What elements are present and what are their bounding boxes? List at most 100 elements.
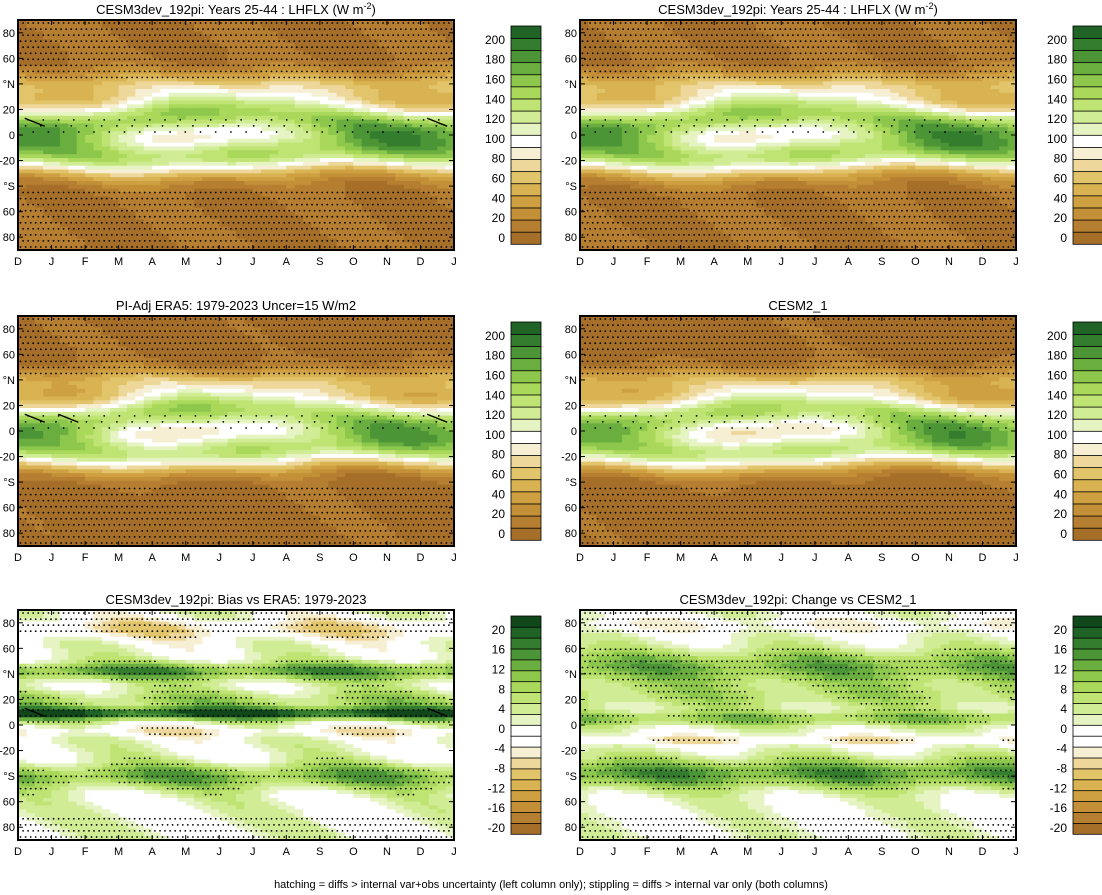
heatmap-cell <box>76 181 86 186</box>
heatmap-cell <box>353 85 363 90</box>
heatmap-cell <box>269 54 279 59</box>
heatmap-cell <box>118 23 128 29</box>
heatmap-cell <box>395 242 405 247</box>
stipple-dot <box>295 22 298 24</box>
heatmap-cell <box>34 192 44 197</box>
heatmap-cell <box>336 227 346 232</box>
heatmap-cell <box>336 35 346 40</box>
heatmap-cell <box>236 23 245 29</box>
heatmap-cell <box>361 81 371 86</box>
heatmap-cell <box>395 181 405 186</box>
stipple-dot <box>80 40 83 43</box>
heatmap-cell <box>152 161 162 167</box>
stipple-dot <box>295 191 298 194</box>
heatmap-cell <box>236 35 245 40</box>
stipple-dot <box>77 46 80 49</box>
stipple-dot <box>77 34 80 36</box>
heatmap-cell <box>370 161 380 167</box>
heatmap-cell <box>252 31 262 36</box>
stipple-dot <box>372 227 374 230</box>
stipple-dot <box>425 234 427 236</box>
heatmap-cell <box>168 161 178 167</box>
panel-title: CESM3dev_192pi: Years 25-44 : LHFLX (W m… <box>96 1 376 17</box>
stipple-dot <box>235 46 237 49</box>
heatmap-cell <box>194 89 204 94</box>
stipple-dot <box>316 215 318 218</box>
heatmap-cell <box>261 58 271 63</box>
heatmap-cell <box>328 165 338 171</box>
stipple-dot <box>138 58 141 61</box>
heatmap-cell <box>370 230 380 236</box>
heatmap-cell <box>328 123 338 128</box>
heatmap-cell <box>127 96 136 102</box>
stipple-dot <box>174 46 177 49</box>
heatmap-cell <box>353 66 363 71</box>
stipple-dot <box>225 191 227 194</box>
stipple-dot <box>80 28 83 30</box>
stipple-dot <box>232 52 235 55</box>
stipple-dot <box>255 70 258 73</box>
heatmap-cell <box>395 108 405 113</box>
stipple-dot <box>369 197 372 200</box>
heatmap-cell <box>370 119 380 125</box>
heatmap-cell <box>26 115 36 121</box>
heatmap-cell <box>68 158 78 163</box>
heatmap-cell <box>361 85 371 90</box>
heatmap-cell <box>76 242 86 247</box>
heatmap-cell <box>110 161 120 167</box>
heatmap-cell <box>311 73 321 79</box>
heatmap-cell <box>177 69 187 75</box>
stipple-dot <box>189 203 192 206</box>
stipple-dot <box>65 52 68 55</box>
stipple-dot <box>159 191 161 194</box>
heatmap-cell <box>210 219 220 224</box>
heatmap-cell <box>445 27 454 33</box>
heatmap-cell <box>68 211 78 217</box>
stipple-dot <box>174 22 177 24</box>
heatmap-cell <box>227 123 237 128</box>
heatmap-cell <box>236 50 245 56</box>
heatmap-cell <box>386 35 396 40</box>
stipple-dot <box>217 64 220 67</box>
stipple-dot <box>407 227 410 230</box>
heatmap-cell <box>18 43 27 48</box>
heatmap-cell <box>244 104 254 109</box>
heatmap-cell <box>311 227 321 232</box>
heatmap-cell <box>51 62 61 67</box>
heatmap-cell <box>286 234 296 240</box>
heatmap-cell <box>76 77 86 82</box>
stipple-dot <box>98 58 100 61</box>
heatmap-cell <box>319 204 329 209</box>
stipple-dot <box>397 70 400 73</box>
stipple-dot <box>174 203 177 206</box>
heatmap-cell <box>428 54 438 59</box>
heatmap-cell <box>445 230 454 236</box>
heatmap-cell <box>445 142 454 148</box>
heatmap-cell <box>59 20 69 25</box>
heatmap-cell <box>336 58 346 63</box>
heatmap-cell <box>43 242 53 247</box>
heatmap-cell <box>202 27 212 33</box>
heatmap-cell <box>202 146 212 151</box>
stipple-dot <box>90 221 93 224</box>
stipple-dot <box>268 197 270 200</box>
heatmap-cell <box>127 20 136 25</box>
heatmap-cell <box>336 73 346 79</box>
stipple-dot <box>156 28 159 30</box>
stipple-dot <box>161 125 164 127</box>
heatmap-cell <box>336 50 346 56</box>
heatmap-cell <box>219 204 229 209</box>
heatmap-cell <box>395 69 405 75</box>
heatmap-cell <box>110 27 120 33</box>
heatmap-cell <box>370 188 380 194</box>
heatmap-cell <box>420 96 430 102</box>
heatmap-cell <box>378 215 388 220</box>
heatmap-cell <box>168 27 178 33</box>
heatmap-cell <box>311 54 321 59</box>
heatmap-cell <box>18 77 27 82</box>
heatmap-cell <box>101 173 111 178</box>
heatmap-cell <box>202 112 212 117</box>
stipple-dot <box>263 234 265 236</box>
heatmap-cell <box>428 119 438 125</box>
heatmap-cell <box>194 173 204 178</box>
